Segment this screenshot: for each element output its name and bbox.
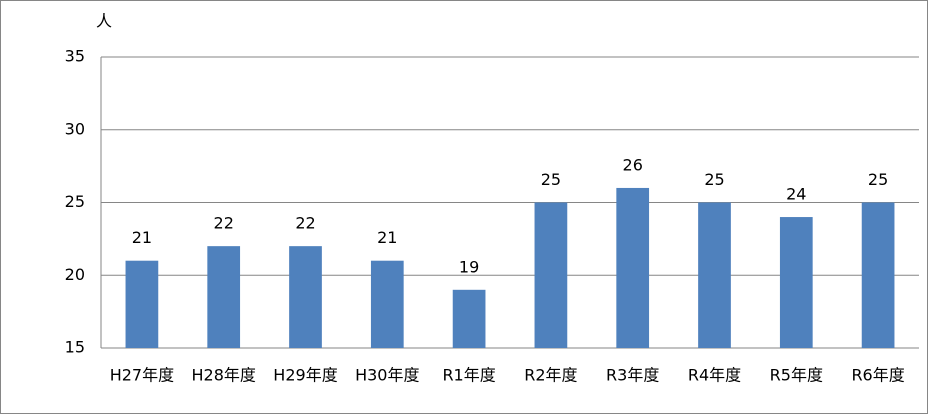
bar	[207, 246, 241, 348]
x-tick-label: R6年度	[851, 366, 904, 385]
x-tick-label: H28年度	[191, 366, 255, 385]
x-tick-label: R5年度	[770, 366, 823, 385]
y-tick-label: 15	[65, 338, 85, 357]
data-label: 25	[541, 170, 561, 189]
bar	[370, 260, 404, 348]
data-label: 26	[623, 155, 643, 174]
bar	[534, 202, 568, 348]
y-tick-label: 35	[65, 47, 85, 66]
x-tick-label: R2年度	[524, 366, 577, 385]
data-label: 21	[377, 228, 397, 247]
bar	[289, 246, 322, 348]
y-tick-label: 25	[65, 192, 85, 211]
data-label: 22	[214, 214, 234, 233]
data-label: 21	[132, 228, 152, 247]
bar	[861, 202, 895, 348]
y-axis-label: 人	[96, 12, 112, 31]
y-tick-label: 20	[65, 265, 85, 284]
x-tick-label: H29年度	[273, 366, 337, 385]
x-tick-label: H27年度	[110, 366, 174, 385]
data-label: 24	[786, 185, 806, 204]
bar	[698, 202, 731, 348]
data-label: 19	[459, 257, 479, 276]
data-label: 25	[868, 170, 888, 189]
x-tick-label: R4年度	[688, 366, 741, 385]
y-tick-label: 30	[65, 119, 85, 138]
data-label: 22	[295, 214, 315, 233]
x-tick-label: H30年度	[355, 366, 419, 385]
data-label: 25	[704, 170, 724, 189]
bar	[616, 187, 650, 348]
x-tick-label: R3年度	[606, 366, 659, 385]
bar	[779, 217, 813, 348]
x-tick-label: R1年度	[442, 366, 495, 385]
bar	[125, 260, 159, 348]
bar	[452, 289, 486, 348]
